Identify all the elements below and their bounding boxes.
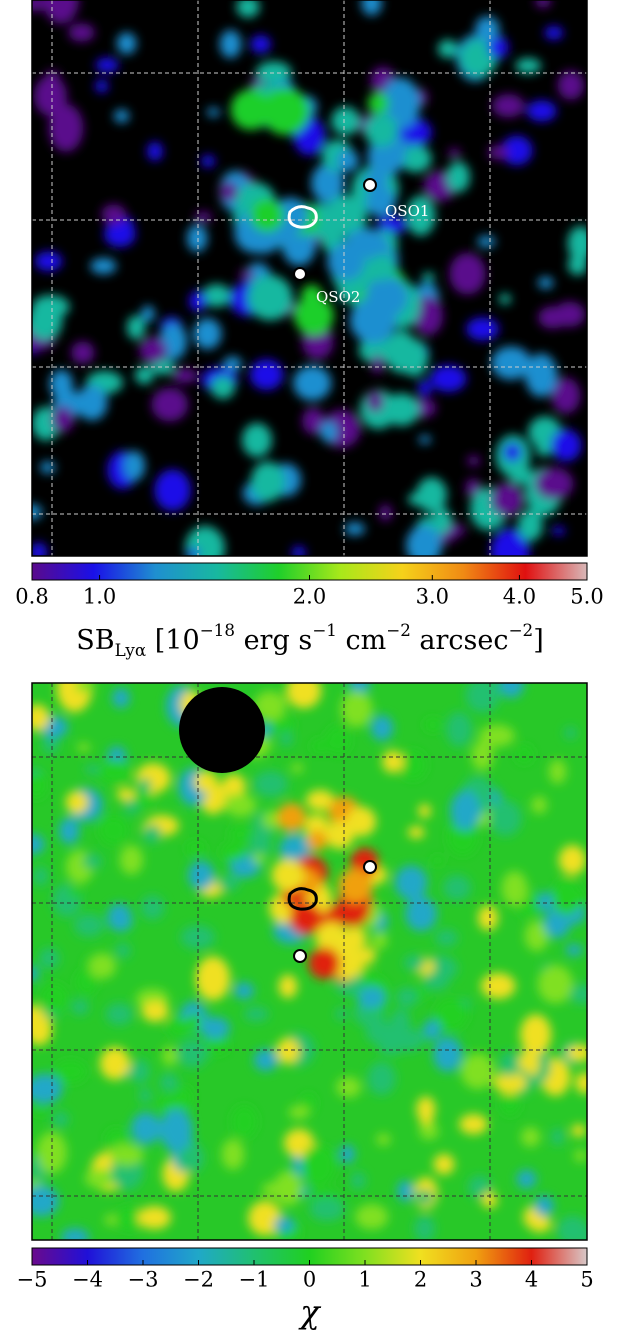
tick-label: −3 (128, 1268, 159, 1292)
tick-label: 4 (525, 1268, 538, 1292)
tick-label: −1 (239, 1268, 270, 1292)
sb-map (32, 0, 587, 556)
tick-label: −4 (72, 1268, 103, 1292)
annotation: QSO2 (316, 288, 360, 306)
tick-label: 4.0 (503, 585, 536, 609)
chi-map (32, 683, 587, 1240)
label-part: −1 (312, 620, 337, 640)
mask (179, 687, 265, 773)
tick-label: 3 (469, 1268, 482, 1292)
label-part: erg s (235, 625, 312, 656)
annotation: QSO1 (385, 202, 429, 220)
tick-label: 0.8 (15, 585, 48, 609)
tick-label: 1 (358, 1268, 371, 1292)
label-part: Lyα (115, 640, 147, 660)
tick-label: 2 (414, 1268, 427, 1292)
tick-label: 3.0 (416, 585, 449, 609)
label-part: SB (76, 625, 114, 656)
tick-label: 5.0 (570, 585, 603, 609)
contour (287, 205, 318, 229)
label-part: cm (337, 625, 386, 656)
label-part: ] (533, 625, 544, 656)
label-part: −2 (386, 620, 411, 640)
frame (31, 0, 588, 557)
tick-label: 0 (303, 1268, 316, 1292)
contour (287, 887, 318, 911)
tick-label: 2.0 (293, 585, 326, 609)
label-part: arcsec (411, 625, 509, 656)
label-part: −18 (200, 620, 235, 640)
qso-markers (293, 178, 377, 963)
frame (31, 682, 588, 1241)
tick-label: 1.0 (83, 585, 116, 609)
label-part: −2 (509, 620, 534, 640)
map-grid (32, 0, 587, 1240)
tick-label: −2 (183, 1268, 214, 1292)
tick-label: 5 (580, 1268, 593, 1292)
tick-label: −5 (17, 1268, 48, 1292)
colorbar-label: SBLyα [10−18 erg s−1 cm−2 arcsec−2] (76, 620, 543, 660)
label-part: χ (298, 1293, 321, 1331)
label-part: [10 (146, 625, 199, 656)
colorbar-label: χ (298, 1293, 321, 1331)
